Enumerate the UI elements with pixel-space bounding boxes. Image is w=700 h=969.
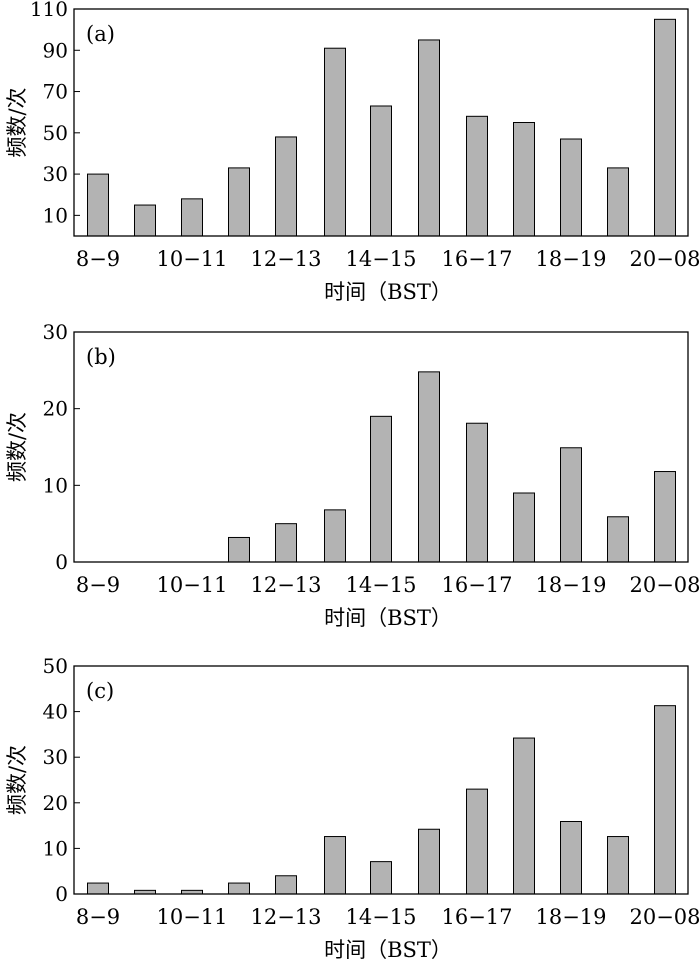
bar-b-10 xyxy=(513,492,535,563)
y-tick-label-a-2: 30 xyxy=(43,162,68,186)
chart-panel-a: 10 30 50 70 90 110 8−9 10−11 12−13 14−15 16−17 18−1… xyxy=(5,0,700,304)
bar-a-10 xyxy=(513,122,535,237)
x-tick-label-b-11: 18−19 xyxy=(535,573,606,597)
bar-c-12 xyxy=(607,836,629,895)
y-tick-label-a-4: 70 xyxy=(43,80,68,104)
y-axis-title-c: 频数/次 xyxy=(5,745,29,815)
bar-c-6 xyxy=(324,836,346,895)
x-tick-label-c-9: 16−17 xyxy=(441,905,512,929)
plot-frame-b xyxy=(73,331,689,563)
y-axis-title-b: 频数/次 xyxy=(5,412,29,482)
bar-a-3 xyxy=(181,198,203,237)
y-tick-label-c-1: 0 xyxy=(55,882,68,906)
bar-c-5 xyxy=(275,875,297,895)
y-tick-label-b-1: 0 xyxy=(55,550,68,574)
bar-c-4 xyxy=(228,882,250,895)
x-tick-label-b-1: 8−9 xyxy=(76,573,120,597)
bar-b-5 xyxy=(275,523,297,563)
panel-label-c: (c) xyxy=(86,679,114,703)
panel-label-b: (b) xyxy=(86,345,116,369)
bar-b-4 xyxy=(228,536,250,563)
y-tick-label-c-3: 20 xyxy=(43,791,68,815)
y-tick-label-c-5: 40 xyxy=(43,700,68,724)
y-tick-label-b-2: 10 xyxy=(43,473,68,497)
bar-a-2 xyxy=(134,204,156,237)
y-tick-label-a-5: 90 xyxy=(43,38,68,62)
bar-a-11 xyxy=(560,138,582,237)
x-tick-label-a-3: 10−11 xyxy=(156,247,227,271)
bar-b-11 xyxy=(560,447,582,563)
x-tick-label-b-5: 12−13 xyxy=(250,573,321,597)
bar-c-7 xyxy=(370,861,392,895)
bar-c-11 xyxy=(560,820,582,895)
y-tick-label-a-3: 50 xyxy=(43,121,68,145)
plot-frame-c xyxy=(73,665,689,895)
x-tick-label-c-7: 14−15 xyxy=(345,905,416,929)
panel-label-a: (a) xyxy=(86,22,115,46)
x-tick-label-a-9: 16−17 xyxy=(441,247,512,271)
bar-b-6 xyxy=(324,509,346,563)
y-tick-label-c-2: 10 xyxy=(43,836,68,860)
x-tick-label-b-3: 10−11 xyxy=(156,573,227,597)
bar-b-8 xyxy=(418,371,440,563)
y-tick-label-c-6: 50 xyxy=(43,654,68,678)
x-tick-label-b-13: 20−08 xyxy=(629,573,700,597)
bar-a-12 xyxy=(607,167,629,237)
x-tick-label-c-13: 20−08 xyxy=(629,905,700,929)
plot-frame-a xyxy=(73,8,689,237)
y-tick-label-c-4: 30 xyxy=(43,745,68,769)
x-tick-label-a-1: 8−9 xyxy=(76,247,120,271)
bar-a-13 xyxy=(654,18,676,237)
x-tick-label-a-11: 18−19 xyxy=(535,247,606,271)
x-tick-label-b-7: 14−15 xyxy=(345,573,416,597)
chart-panel-c: 0 10 20 30 40 50 8−9 10−11 12−13 14−15 16−17 18−19 2… xyxy=(5,654,700,962)
x-tick-label-c-5: 12−13 xyxy=(250,905,321,929)
bar-b-9 xyxy=(466,422,488,563)
x-tick-label-a-7: 14−15 xyxy=(345,247,416,271)
bar-c-13 xyxy=(654,705,676,895)
y-tick-label-a-1: 10 xyxy=(43,203,68,227)
bar-a-9 xyxy=(466,115,488,237)
bar-a-8 xyxy=(418,39,440,237)
y-axis-title-a: 频数/次 xyxy=(5,87,29,157)
bar-b-7 xyxy=(370,415,392,563)
bar-b-12 xyxy=(607,516,629,563)
x-axis-title-b: 时间（BST） xyxy=(324,606,452,630)
x-tick-label-a-5: 12−13 xyxy=(250,247,321,271)
y-tick-label-a-6: 110 xyxy=(30,0,68,21)
bar-b-13 xyxy=(654,471,676,563)
x-tick-label-c-3: 10−11 xyxy=(156,905,227,929)
bar-a-7 xyxy=(370,105,392,237)
x-axis-title-a: 时间（BST） xyxy=(324,280,452,304)
y-tick-label-b-3: 20 xyxy=(43,397,68,421)
y-tick-label-b-4: 30 xyxy=(43,320,68,344)
x-axis-title-c: 时间（BST） xyxy=(324,938,452,962)
bar-a-6 xyxy=(324,47,346,237)
x-tick-label-c-1: 8−9 xyxy=(76,905,120,929)
bar-c-1 xyxy=(87,882,109,895)
bar-a-5 xyxy=(275,136,297,237)
x-tick-label-c-11: 18−19 xyxy=(535,905,606,929)
bar-c-9 xyxy=(466,788,488,895)
bar-c-10 xyxy=(513,737,535,895)
chart-panel-b: 0 10 20 30 8−9 10−11 12−13 14−15 16−17 18−19 20−08… xyxy=(5,320,700,630)
x-tick-label-b-9: 16−17 xyxy=(441,573,512,597)
bar-c-8 xyxy=(418,828,440,895)
x-tick-label-a-13: 20−08 xyxy=(629,247,700,271)
bar-a-4 xyxy=(228,167,250,237)
bar-a-1 xyxy=(87,173,109,237)
